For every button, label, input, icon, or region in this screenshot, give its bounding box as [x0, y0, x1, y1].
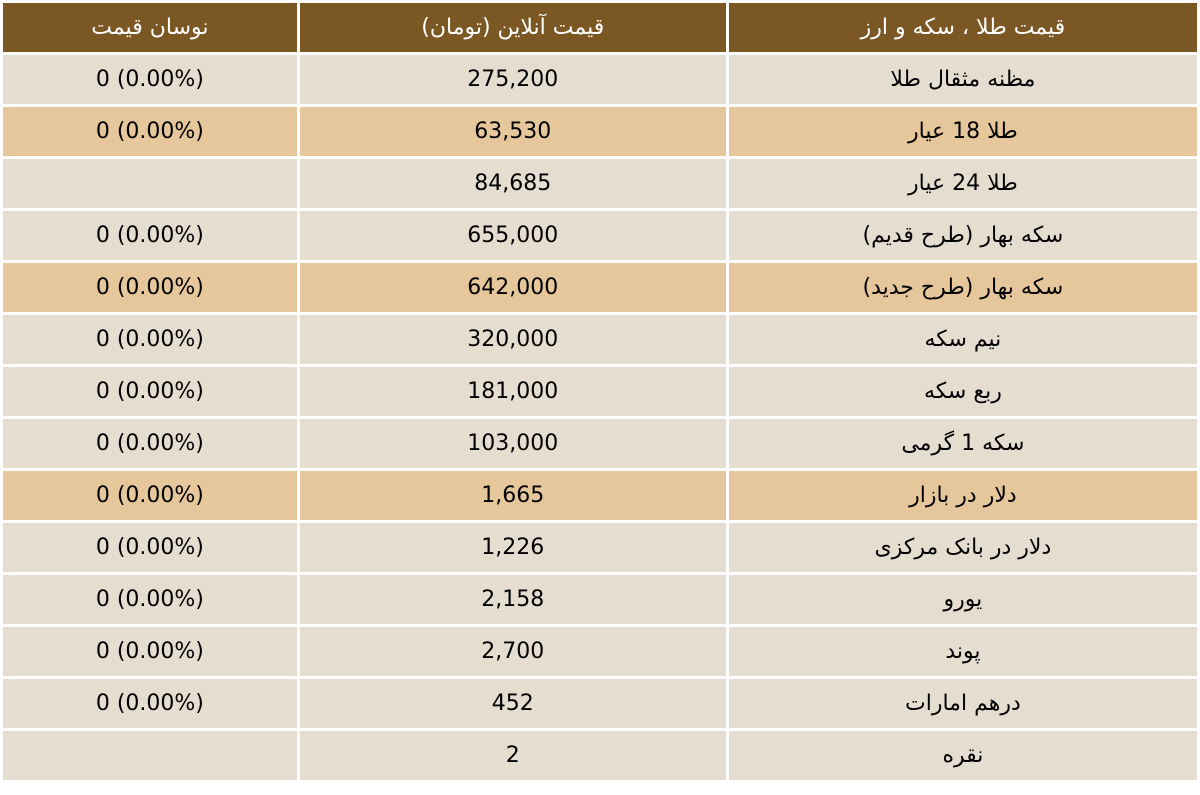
table-row: 0 (0.00%) 63,530 طلا 18 عیار	[3, 107, 1197, 156]
table-row: 0 (0.00%) 452 درهم امارات	[3, 679, 1197, 728]
table-row: 0 (0.00%) 2,158 یورو	[3, 575, 1197, 624]
header-price: قیمت آنلاین (تومان)	[299, 3, 726, 52]
item-name-cell: طلا 18 عیار	[728, 107, 1197, 156]
price-cell: 63,530	[299, 107, 726, 156]
item-name-cell: دلار در بازار	[728, 471, 1197, 520]
price-change-cell: 0 (0.00%)	[3, 679, 297, 728]
header-item: قیمت طلا ، سکه و ارز	[728, 3, 1197, 52]
table-row: 0 (0.00%) 320,000 نیم سکه	[3, 315, 1197, 364]
item-name-cell: طلا 24 عیار	[728, 159, 1197, 208]
price-change-cell	[3, 731, 297, 780]
item-name-cell: سکه 1 گرمی	[728, 419, 1197, 468]
header-change: نوسان قیمت	[3, 3, 297, 52]
price-cell: 642,000	[299, 263, 726, 312]
price-cell: 103,000	[299, 419, 726, 468]
price-change-cell: 0 (0.00%)	[3, 627, 297, 676]
table-row: 84,685 طلا 24 عیار	[3, 159, 1197, 208]
price-change-cell: 0 (0.00%)	[3, 211, 297, 260]
price-cell: 2,700	[299, 627, 726, 676]
item-name-cell: سکه بهار (طرح جدید)	[728, 263, 1197, 312]
item-name-cell: دلار در بانک مرکزی	[728, 523, 1197, 572]
price-cell: 320,000	[299, 315, 726, 364]
table-row: 0 (0.00%) 181,000 ربع سکه	[3, 367, 1197, 416]
price-change-cell: 0 (0.00%)	[3, 55, 297, 104]
price-change-cell: 0 (0.00%)	[3, 367, 297, 416]
table-row: 0 (0.00%) 642,000 سکه بهار (طرح جدید)	[3, 263, 1197, 312]
price-change-cell: 0 (0.00%)	[3, 263, 297, 312]
price-cell: 2,158	[299, 575, 726, 624]
price-cell: 181,000	[299, 367, 726, 416]
item-name-cell: مظنه مثقال طلا	[728, 55, 1197, 104]
price-cell: 452	[299, 679, 726, 728]
price-change-cell: 0 (0.00%)	[3, 575, 297, 624]
item-name-cell: پوند	[728, 627, 1197, 676]
price-cell: 1,226	[299, 523, 726, 572]
price-change-cell: 0 (0.00%)	[3, 523, 297, 572]
price-change-cell: 0 (0.00%)	[3, 107, 297, 156]
price-change-cell	[3, 159, 297, 208]
table-row: 0 (0.00%) 1,226 دلار در بانک مرکزی	[3, 523, 1197, 572]
price-table-body: 0 (0.00%) 275,200 مظنه مثقال طلا 0 (0.00%) 6…	[3, 55, 1197, 780]
price-cell: 655,000	[299, 211, 726, 260]
item-name-cell: ربع سکه	[728, 367, 1197, 416]
table-row: 0 (0.00%) 1,665 دلار در بازار	[3, 471, 1197, 520]
price-change-cell: 0 (0.00%)	[3, 315, 297, 364]
price-cell: 1,665	[299, 471, 726, 520]
item-name-cell: یورو	[728, 575, 1197, 624]
price-change-cell: 0 (0.00%)	[3, 419, 297, 468]
table-row: 0 (0.00%) 655,000 سکه بهار (طرح قدیم)	[3, 211, 1197, 260]
item-name-cell: درهم امارات	[728, 679, 1197, 728]
table-row: 2 نقره	[3, 731, 1197, 780]
header-row: نوسان قیمت قیمت آنلاین (تومان) قیمت طلا …	[3, 3, 1197, 52]
price-cell: 2	[299, 731, 726, 780]
item-name-cell: سکه بهار (طرح قدیم)	[728, 211, 1197, 260]
table-row: 0 (0.00%) 275,200 مظنه مثقال طلا	[3, 55, 1197, 104]
item-name-cell: نقره	[728, 731, 1197, 780]
price-cell: 84,685	[299, 159, 726, 208]
price-change-cell: 0 (0.00%)	[3, 471, 297, 520]
price-cell: 275,200	[299, 55, 726, 104]
item-name-cell: نیم سکه	[728, 315, 1197, 364]
table-row: 0 (0.00%) 2,700 پوند	[3, 627, 1197, 676]
table-row: 0 (0.00%) 103,000 سکه 1 گرمی	[3, 419, 1197, 468]
